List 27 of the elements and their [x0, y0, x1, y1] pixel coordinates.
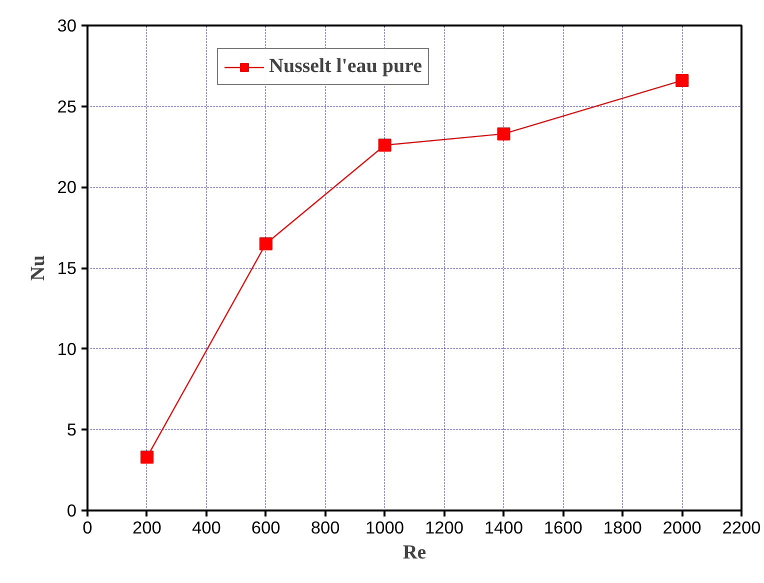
point: [676, 74, 689, 87]
x-tick-label: 1000: [366, 518, 404, 538]
x-tick-label: 1200: [424, 518, 464, 538]
point: [140, 450, 154, 464]
legend-label: Nusselt l'eau pure: [269, 55, 422, 78]
y-tick-label: 25: [57, 96, 77, 116]
y-tick-label: 30: [57, 16, 77, 36]
y-axis-title: Nu: [27, 255, 50, 281]
y-tick-label: 10: [57, 338, 77, 359]
point: [497, 127, 510, 140]
x-tick-label: 200: [132, 518, 162, 538]
y-tick-label: 15: [57, 258, 77, 278]
y-tick-label: 5: [66, 420, 77, 440]
point: [378, 138, 392, 152]
x-tick-label: 1800: [603, 518, 642, 538]
x-tick-label: 0: [82, 518, 92, 538]
x-tick-label: 1400: [484, 518, 523, 538]
x-axis-title: Re: [402, 542, 426, 564]
x-tick-label: 600: [251, 518, 280, 538]
x-tick-label: 400: [192, 518, 221, 538]
x-tick-label: 800: [310, 518, 340, 538]
x-tick-label: 1600: [544, 518, 582, 538]
y-tick-label: 20: [57, 177, 77, 198]
y-tick-label: 0: [66, 500, 77, 520]
x-tick-label: 2200: [722, 518, 761, 538]
point: [259, 237, 272, 250]
x-tick-label: 2000: [662, 518, 702, 538]
